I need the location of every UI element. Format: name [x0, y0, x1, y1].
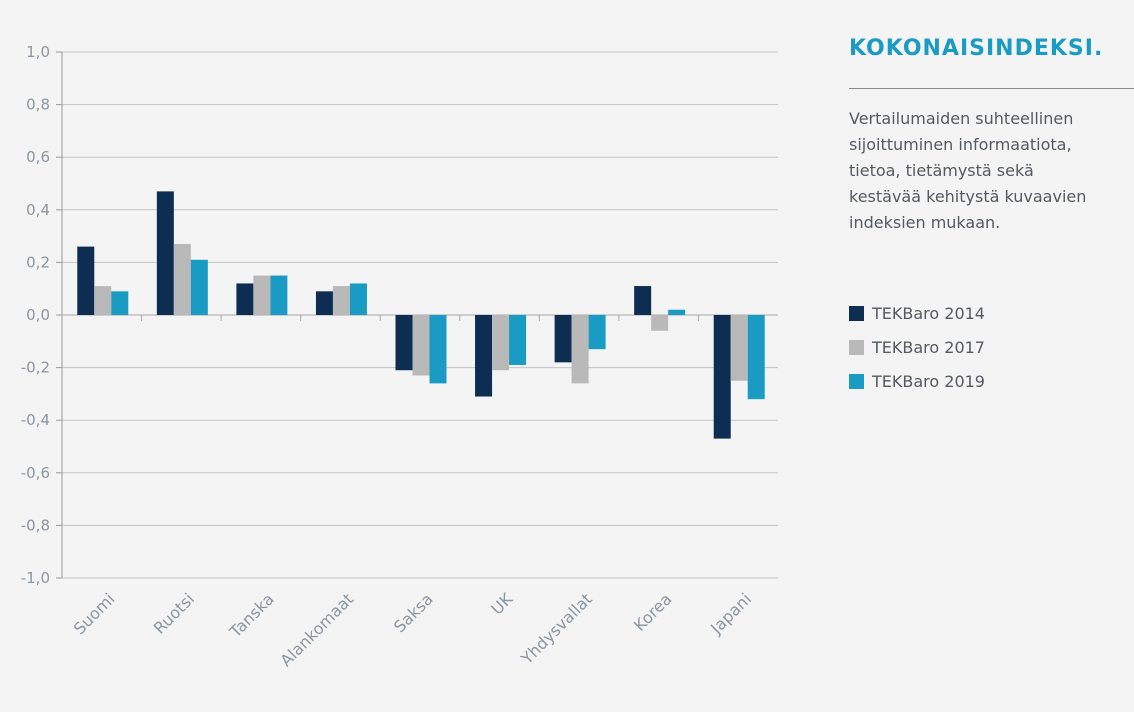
- legend-swatch: [849, 373, 864, 389]
- x-category-label: UK: [487, 589, 516, 618]
- x-category-label: Saksa: [390, 589, 437, 636]
- y-tick-label: -0,8: [21, 516, 50, 534]
- bar-alankomaat-tekbaro-2019: [349, 283, 367, 315]
- legend-item: TEKBaro 2019: [849, 364, 985, 398]
- y-tick-label: 0,4: [26, 201, 50, 219]
- bar-korea-tekbaro-2017: [651, 315, 669, 331]
- x-category-label: Korea: [630, 589, 676, 635]
- bar-korea-tekbaro-2019: [668, 309, 686, 315]
- y-tick-label: -0,4: [21, 411, 50, 429]
- legend: TEKBaro 2014 TEKBaro 2017 TEKBaro 2019: [849, 296, 985, 398]
- bar-saksa-tekbaro-2019: [429, 315, 447, 384]
- y-tick-labels: -1,0 -0,8 -0,6 -0,4 -0,2 0,0 0,2 0,4 0,6 0,8 1,0: [21, 43, 50, 587]
- bar-suomi-tekbaro-2017: [94, 286, 112, 315]
- x-category-label: Ruotsi: [150, 589, 198, 637]
- bar-suomi-tekbaro-2019: [111, 291, 129, 315]
- chart-title: KOKONAISINDEKSI.: [849, 36, 1104, 61]
- y-tick-label: 0,6: [26, 148, 50, 166]
- bar-chart: -1,0 -0,8 -0,6 -0,4 -0,2 0,0 0,2 0,4 0,6 0,8 1,0 S…: [21, 43, 778, 670]
- bar-tanska-tekbaro-2019: [270, 275, 288, 315]
- bar-suomi-tekbaro-2014: [77, 246, 95, 315]
- bar-alankomaat-tekbaro-2014: [315, 291, 333, 315]
- bar-tanska-tekbaro-2017: [253, 275, 271, 315]
- bar-saksa-tekbaro-2014: [395, 315, 413, 371]
- bar-ruotsi-tekbaro-2014: [156, 191, 174, 315]
- x-category-label: Suomi: [70, 589, 119, 638]
- bar-tanska-tekbaro-2014: [236, 283, 254, 315]
- chart-description: Vertailumaiden suhteellinen sijoittumine…: [849, 109, 1087, 232]
- y-tick-label: 0,2: [26, 253, 50, 271]
- x-category-label: Alankomaat: [276, 589, 357, 670]
- bar-ruotsi-tekbaro-2017: [173, 243, 191, 315]
- y-tick-label: 1,0: [26, 43, 50, 61]
- y-tick-label: 0,8: [26, 96, 50, 114]
- x-category-label: Japani: [706, 589, 755, 638]
- bar-japani-tekbaro-2014: [713, 315, 731, 439]
- bar-uk-tekbaro-2019: [509, 315, 527, 365]
- y-tick-label: -0,6: [21, 464, 50, 482]
- legend-swatch: [849, 305, 864, 321]
- legend-item: TEKBaro 2017: [849, 330, 985, 364]
- bar-japani-tekbaro-2019: [747, 315, 765, 400]
- title-divider: [849, 88, 1134, 89]
- legend-label: TEKBaro 2017: [872, 337, 985, 357]
- bar-yhdysvallat-tekbaro-2017: [571, 315, 589, 384]
- legend-item: TEKBaro 2014: [849, 296, 985, 330]
- legend-swatch: [849, 339, 864, 355]
- bar-korea-tekbaro-2014: [634, 286, 652, 315]
- bar-uk-tekbaro-2017: [492, 315, 510, 371]
- bar-alankomaat-tekbaro-2017: [332, 286, 350, 315]
- bar-yhdysvallat-tekbaro-2019: [588, 315, 606, 350]
- legend-label: TEKBaro 2019: [872, 371, 985, 391]
- bar-yhdysvallat-tekbaro-2014: [554, 315, 572, 363]
- bar-saksa-tekbaro-2017: [412, 315, 430, 376]
- bar-japani-tekbaro-2017: [730, 315, 748, 381]
- bar-ruotsi-tekbaro-2019: [190, 259, 208, 315]
- y-tick-label: -0,2: [21, 359, 50, 377]
- y-tick-label: -1,0: [21, 569, 50, 587]
- x-category-label: Tanska: [225, 589, 277, 641]
- x-category-label: Yhdysvallat: [517, 589, 596, 668]
- bars: [77, 191, 765, 439]
- legend-label: TEKBaro 2014: [872, 303, 985, 323]
- bar-uk-tekbaro-2014: [475, 315, 493, 397]
- y-tick-label: 0,0: [26, 306, 50, 324]
